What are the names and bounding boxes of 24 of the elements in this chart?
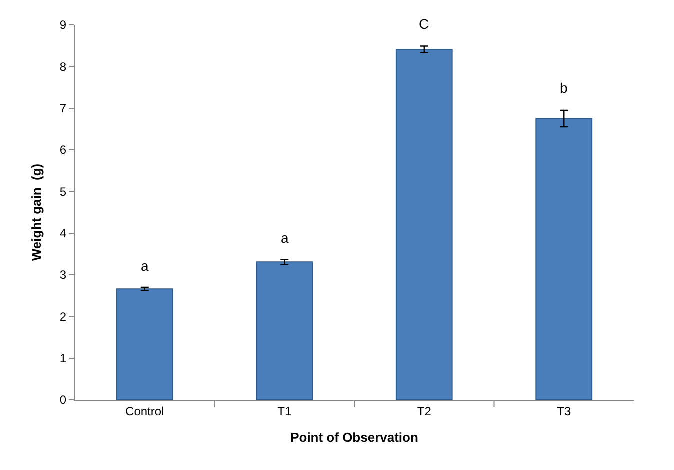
- y-tick-label: 2: [60, 310, 67, 324]
- y-tick-label: 8: [60, 60, 67, 74]
- x-tick-label: Control: [126, 404, 164, 418]
- y-tick-label: 1: [60, 352, 67, 366]
- x-tick-label: T1: [278, 404, 292, 418]
- annotation: b: [560, 80, 568, 96]
- y-axis-title: Weight gain (g): [28, 164, 44, 262]
- x-tick-label: T3: [557, 404, 572, 418]
- bar: [536, 118, 593, 400]
- y-tick-label: 6: [60, 143, 67, 158]
- y-tick-label: 5: [60, 184, 67, 199]
- bar: [256, 262, 314, 400]
- annotation: a: [281, 230, 289, 246]
- x-axis-title: Point of Observation: [290, 430, 418, 445]
- y-tick-label: 7: [60, 102, 67, 116]
- x-tick-label: T2: [417, 404, 432, 418]
- annotation: C: [419, 16, 430, 32]
- y-tick-label: 3: [60, 268, 67, 282]
- bar: [116, 288, 174, 400]
- bar: [396, 49, 453, 400]
- y-tick-label: 9: [60, 18, 67, 32]
- y-tick-label: 0: [60, 393, 67, 408]
- annotation: a: [141, 258, 149, 274]
- y-tick-label: 4: [60, 226, 67, 241]
